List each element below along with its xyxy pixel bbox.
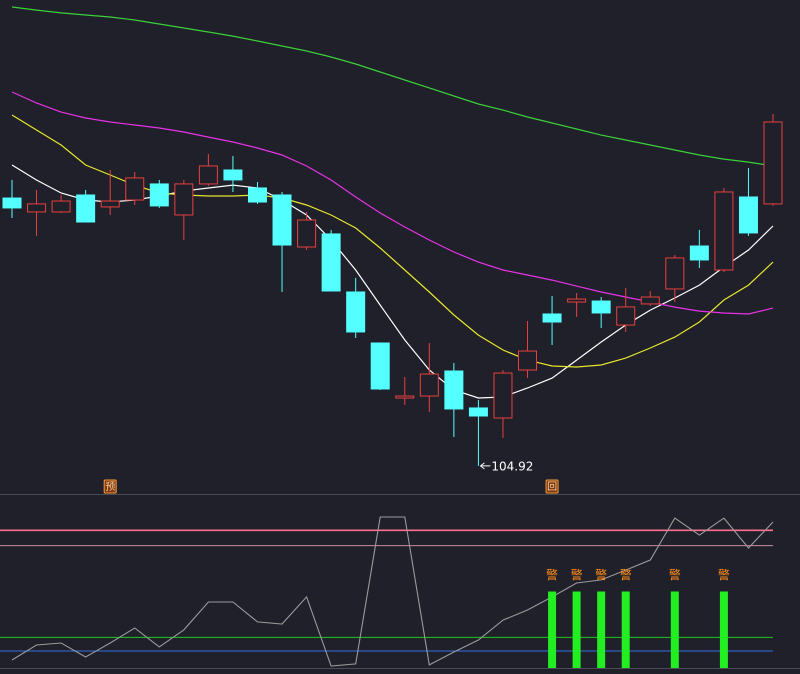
candle-body [247,187,267,203]
candle-body [321,233,341,292]
signal-bar [548,591,557,668]
candle-body [518,350,538,371]
indicator-line [11,516,774,667]
candle-body [2,197,22,209]
candle-body [714,191,734,271]
candle-body [640,296,660,305]
candle-body [223,169,243,181]
candle-body [689,245,709,261]
signal-label: 警 [546,567,558,582]
candle-body [198,165,218,185]
candle-body [468,407,488,417]
candle-body [100,200,120,208]
candle-body [738,196,758,234]
marker-label: 回 [547,481,557,493]
candle-body [346,291,366,333]
candle-body [419,373,439,397]
candle-body [542,313,562,323]
candle-body [51,200,71,213]
signal-bar [670,591,679,668]
signal-bar [572,591,581,668]
ma-line [11,6,774,167]
candle-body [616,306,636,326]
marker-box [545,479,559,494]
candle-body [125,177,145,201]
low-label: 104.92 [491,459,533,473]
candle-body [665,257,685,290]
marker-box [103,479,117,494]
marker-label: 预 [105,481,115,493]
candle-body [297,219,317,248]
signal-label: 警 [595,567,607,582]
candle-body [493,372,513,419]
signal-label: 警 [669,567,681,582]
candle-body [272,194,292,246]
candle-body [444,370,464,410]
candle-body [149,183,169,207]
signal-bar [597,591,606,668]
low-arrowhead [480,462,485,470]
candle-body [27,203,47,213]
candle-body [174,183,194,216]
candle-body [76,194,96,223]
candle-body [370,342,390,390]
candle-body [591,300,611,314]
candle-body [763,121,783,205]
signal-bar [621,591,630,668]
signal-label: 警 [571,567,583,582]
signal-label: 警 [620,567,632,582]
signal-bar [719,591,728,668]
candle-body [395,395,415,399]
signal-label: 警 [718,567,730,582]
candle-body [567,298,587,303]
